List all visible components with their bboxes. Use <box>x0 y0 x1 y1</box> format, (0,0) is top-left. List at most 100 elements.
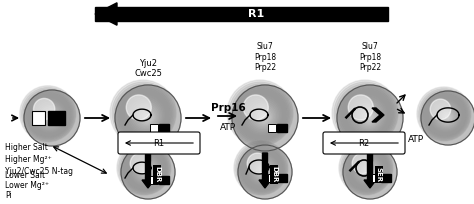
Bar <box>48 111 65 125</box>
Text: Pi: Pi <box>5 191 12 200</box>
Circle shape <box>115 85 181 151</box>
Circle shape <box>117 141 171 195</box>
Circle shape <box>20 86 76 142</box>
Circle shape <box>359 107 378 126</box>
Circle shape <box>337 85 403 151</box>
FancyArrow shape <box>142 153 154 188</box>
Circle shape <box>238 91 284 138</box>
Circle shape <box>361 163 377 179</box>
Text: ATP: ATP <box>220 123 236 133</box>
Circle shape <box>114 84 173 143</box>
Circle shape <box>346 93 388 136</box>
Circle shape <box>126 150 164 188</box>
Circle shape <box>229 82 292 145</box>
Polygon shape <box>95 3 117 25</box>
Circle shape <box>129 99 162 132</box>
Circle shape <box>123 147 166 190</box>
Circle shape <box>263 116 266 119</box>
Circle shape <box>131 101 161 131</box>
Circle shape <box>429 99 462 132</box>
Circle shape <box>339 141 393 195</box>
Circle shape <box>242 95 282 135</box>
Circle shape <box>142 112 152 122</box>
Circle shape <box>29 95 69 135</box>
FancyBboxPatch shape <box>323 132 405 154</box>
Circle shape <box>254 107 273 126</box>
Circle shape <box>238 146 284 192</box>
Circle shape <box>257 110 271 124</box>
FancyArrow shape <box>259 153 271 188</box>
Circle shape <box>34 100 65 131</box>
Circle shape <box>365 112 374 122</box>
Circle shape <box>125 95 165 135</box>
Circle shape <box>367 169 372 174</box>
Circle shape <box>357 105 380 128</box>
Circle shape <box>363 110 375 124</box>
Circle shape <box>118 88 171 140</box>
Circle shape <box>234 141 288 195</box>
Circle shape <box>340 143 392 194</box>
Circle shape <box>136 160 157 181</box>
Circle shape <box>359 161 378 180</box>
Circle shape <box>361 109 377 125</box>
Circle shape <box>110 80 176 146</box>
Circle shape <box>123 93 166 136</box>
Bar <box>159 124 169 132</box>
Circle shape <box>342 144 391 193</box>
Circle shape <box>440 110 454 124</box>
Circle shape <box>368 116 372 119</box>
Bar <box>95 7 388 21</box>
Bar <box>372 174 380 182</box>
Bar <box>150 176 158 184</box>
Circle shape <box>139 163 155 179</box>
Circle shape <box>252 105 275 128</box>
Circle shape <box>352 153 373 174</box>
Text: ATP: ATP <box>408 135 424 144</box>
Circle shape <box>243 150 281 188</box>
Text: Prp16: Prp16 <box>210 103 246 113</box>
Text: R1: R1 <box>248 9 264 19</box>
Text: Slu7
Prp18
Prp22: Slu7 Prp18 Prp22 <box>254 42 276 72</box>
Circle shape <box>237 144 286 193</box>
Circle shape <box>434 104 458 128</box>
Circle shape <box>428 98 463 133</box>
Circle shape <box>365 167 374 175</box>
Circle shape <box>140 164 154 178</box>
Circle shape <box>349 97 385 133</box>
Circle shape <box>338 86 394 142</box>
Circle shape <box>364 166 374 177</box>
Circle shape <box>131 155 161 185</box>
Circle shape <box>21 87 74 141</box>
Circle shape <box>357 160 379 181</box>
Circle shape <box>247 153 268 174</box>
Circle shape <box>426 96 464 134</box>
Circle shape <box>50 116 53 119</box>
Circle shape <box>368 171 371 173</box>
Circle shape <box>445 115 450 120</box>
Text: DBR: DBR <box>271 166 277 183</box>
Circle shape <box>425 95 465 135</box>
Text: Yju2/Cwc25 N-tag: Yju2/Cwc25 N-tag <box>5 167 73 176</box>
Text: Slu7
Prp18
Prp22: Slu7 Prp18 Prp22 <box>359 42 381 72</box>
Circle shape <box>249 156 276 183</box>
Circle shape <box>135 105 158 128</box>
Circle shape <box>340 88 392 140</box>
Text: R2: R2 <box>358 139 370 147</box>
Circle shape <box>31 97 67 133</box>
Circle shape <box>137 161 156 180</box>
Circle shape <box>334 82 397 145</box>
Circle shape <box>146 116 149 119</box>
Circle shape <box>355 156 382 183</box>
Circle shape <box>430 99 451 120</box>
Text: DBR: DBR <box>154 166 160 183</box>
Circle shape <box>121 91 168 138</box>
Circle shape <box>348 95 374 120</box>
Circle shape <box>116 86 172 142</box>
Text: R1: R1 <box>154 139 164 147</box>
Circle shape <box>248 101 278 131</box>
Circle shape <box>344 146 390 192</box>
Circle shape <box>350 152 385 187</box>
Circle shape <box>332 80 398 146</box>
Circle shape <box>257 164 271 178</box>
Circle shape <box>442 112 453 123</box>
